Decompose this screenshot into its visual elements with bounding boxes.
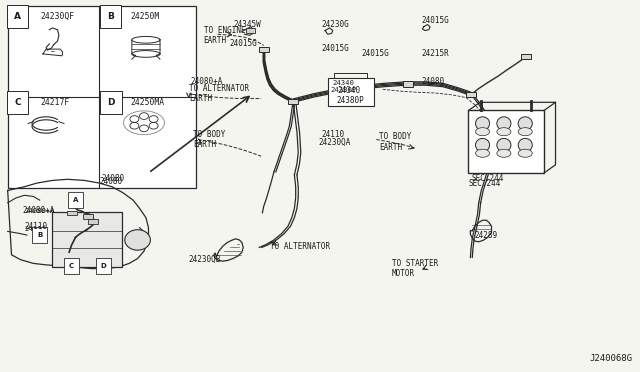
Ellipse shape — [518, 149, 532, 157]
Text: SEC.244: SEC.244 — [472, 174, 504, 183]
Ellipse shape — [476, 117, 490, 130]
Bar — [52, 212, 122, 267]
Text: 24289: 24289 — [475, 231, 498, 240]
Text: 24080: 24080 — [99, 177, 122, 186]
Text: 24380P: 24380P — [336, 96, 364, 105]
Text: A: A — [14, 12, 21, 21]
Text: 24340: 24340 — [333, 80, 355, 86]
Text: 24015G: 24015G — [421, 16, 449, 25]
Text: 24080+A: 24080+A — [22, 206, 55, 215]
Text: SEC.244: SEC.244 — [468, 179, 501, 187]
Text: 24215R: 24215R — [421, 49, 449, 58]
Text: 24340: 24340 — [338, 86, 361, 94]
Text: 24080+A: 24080+A — [191, 77, 223, 86]
Bar — [8, 6, 196, 188]
Ellipse shape — [125, 230, 150, 250]
Text: D: D — [101, 263, 106, 269]
Ellipse shape — [518, 128, 532, 136]
Text: 24250MA: 24250MA — [131, 98, 164, 107]
Text: 24110: 24110 — [24, 226, 46, 232]
Bar — [246, 28, 255, 33]
Bar — [288, 99, 298, 104]
Text: 24250M: 24250M — [131, 12, 160, 21]
Text: B: B — [37, 232, 42, 238]
Bar — [328, 78, 374, 106]
Bar — [259, 47, 269, 52]
Text: 24230QF: 24230QF — [40, 12, 74, 21]
Bar — [468, 110, 544, 173]
Text: TO ALTERNATOR: TO ALTERNATOR — [270, 242, 330, 251]
Text: 24230QA: 24230QA — [319, 138, 351, 147]
Ellipse shape — [518, 138, 532, 152]
Text: 24015G: 24015G — [361, 49, 388, 58]
Ellipse shape — [476, 128, 490, 136]
Text: A: A — [73, 197, 78, 203]
Ellipse shape — [497, 128, 511, 136]
Text: 24345W: 24345W — [234, 20, 261, 29]
Ellipse shape — [518, 117, 532, 130]
Text: 24217F: 24217F — [40, 98, 70, 107]
Ellipse shape — [476, 149, 490, 157]
Text: 24015G: 24015G — [321, 44, 349, 53]
Text: 24080: 24080 — [101, 174, 124, 183]
Text: D: D — [107, 98, 115, 107]
Bar — [67, 211, 77, 215]
Text: 24380P: 24380P — [330, 87, 356, 93]
Text: TO ALTERNATOR
EARTH: TO ALTERNATOR EARTH — [189, 84, 249, 103]
Bar — [466, 92, 476, 97]
Bar — [88, 219, 98, 224]
Text: 24110: 24110 — [321, 130, 344, 139]
Bar — [83, 214, 93, 219]
Text: TO ENGINE
EARTH: TO ENGINE EARTH — [204, 26, 245, 45]
Text: C: C — [69, 263, 74, 269]
Ellipse shape — [497, 149, 511, 157]
Text: 24080+A: 24080+A — [24, 208, 55, 214]
Bar — [347, 84, 357, 89]
Ellipse shape — [476, 138, 490, 152]
Text: 24080: 24080 — [421, 77, 444, 86]
Text: 24230G: 24230G — [321, 20, 349, 29]
Text: 24230QB: 24230QB — [189, 255, 221, 264]
Text: C: C — [14, 98, 20, 107]
Text: J240068G: J240068G — [589, 354, 632, 363]
Bar — [403, 81, 413, 87]
Ellipse shape — [497, 117, 511, 130]
Ellipse shape — [497, 138, 511, 152]
Bar — [521, 54, 531, 59]
Text: 24015G: 24015G — [229, 39, 257, 48]
Text: 24110: 24110 — [24, 222, 47, 231]
Text: B: B — [107, 12, 114, 21]
Text: TO BODY
EARTH: TO BODY EARTH — [193, 130, 226, 149]
Text: TO STARTER
MOTOR: TO STARTER MOTOR — [392, 259, 438, 278]
Text: TO BODY
EARTH: TO BODY EARTH — [379, 132, 412, 152]
